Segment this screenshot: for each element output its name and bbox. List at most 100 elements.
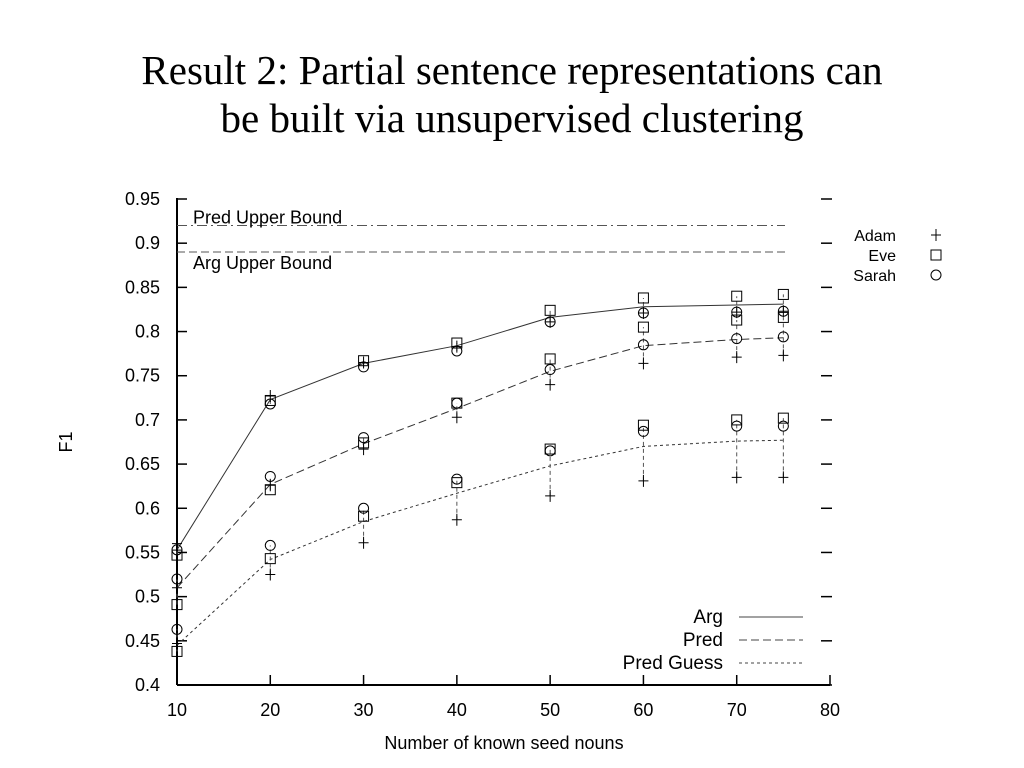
data-point-adam [545,489,556,502]
data-point-adam [778,349,789,362]
data-point-sarah [731,306,743,318]
y-tick-label: 0.8 [135,322,160,342]
x-tick-label: 60 [633,700,653,720]
legend-label: Pred [683,630,723,651]
data-point-adam [731,471,742,484]
data-point-eve [358,355,370,367]
data-point-adam [172,637,182,650]
data-point-eve [777,288,789,300]
data-point-eve [637,321,649,333]
y-tick-label: 0.6 [135,498,160,518]
data-point-eve [451,477,463,489]
data-point-sarah [264,398,276,410]
x-tick-label: 20 [260,700,280,720]
data-point-sarah [777,305,789,317]
data-point-eve [637,292,649,304]
data-point-sarah [777,420,789,432]
x-tick-label: 70 [727,700,747,720]
data-point-adam [451,340,462,353]
data-point-eve [544,304,556,316]
y-tick-label: 0.85 [125,277,160,297]
data-point-sarah [451,345,463,357]
legend-marker-circle [930,269,942,281]
legend-marker-plus [931,229,941,241]
data-point-eve [171,645,183,657]
data-point-adam [451,513,462,526]
data-point-sarah [637,425,649,437]
data-point-eve [637,419,649,431]
x-tick-label: 50 [540,700,560,720]
title-line-2: be built via unsupervised clustering [220,95,804,141]
x-tick-label: 40 [447,700,467,720]
data-point-sarah [544,445,556,457]
data-point-sarah [544,316,556,328]
y-axis-label: F1 [56,431,76,452]
data-point-sarah [637,339,649,351]
data-point-eve [264,484,276,496]
series-line-arg [176,303,784,551]
data-point-sarah [264,470,276,482]
data-point-adam [545,378,556,391]
data-point-adam [265,568,276,581]
data-point-eve [358,510,370,522]
data-point-eve [264,553,276,565]
data-point-adam [731,306,742,319]
data-point-eve [731,414,743,426]
data-point-adam [778,305,789,318]
data-point-sarah [171,573,183,585]
legend-marker-square [930,249,942,261]
y-tick-label: 0.7 [135,410,160,430]
data-point-sarah [731,333,743,345]
series-line-pred [176,337,784,589]
y-tick-label: 0.4 [135,675,160,695]
data-point-eve [731,314,743,326]
data-point-adam [265,390,276,403]
data-point-eve [451,337,463,349]
data-point-sarah [358,502,370,514]
data-point-adam [731,351,742,364]
reference-line-label: Pred Upper Bound [193,208,342,228]
data-point-adam [358,443,369,456]
data-point-sarah [451,473,463,485]
data-point-adam [638,306,649,319]
data-point-sarah [637,307,649,319]
x-tick-label: 10 [167,700,187,720]
x-axis-label: Number of known seed nouns [384,733,623,753]
data-point-eve [777,412,789,424]
y-tick-label: 0.65 [125,454,160,474]
data-point-sarah [451,397,463,409]
data-point-sarah [358,361,370,373]
data-point-sarah [777,331,789,343]
y-tick-label: 0.5 [135,587,160,607]
x-tick-label: 30 [354,700,374,720]
data-point-eve [171,549,183,561]
data-point-eve [171,599,183,611]
series-line-pred-guess [176,439,784,646]
legend-label: Arg [693,607,723,628]
data-point-sarah [544,364,556,376]
data-point-sarah [171,623,183,635]
data-point-adam [358,356,369,369]
legend-marker-label: Eve [868,248,896,265]
data-point-sarah [358,432,370,444]
slide-title: Result 2: Partial sentence representatio… [0,46,1024,142]
data-point-eve [358,437,370,449]
legend-marker-label: Sarah [853,268,896,285]
legend-label: Pred Guess [623,653,723,674]
y-tick-label: 0.55 [125,542,160,562]
data-point-adam [451,411,462,424]
reference-line-label: Arg Upper Bound [193,253,332,273]
data-point-eve [777,311,789,323]
y-tick-label: 0.9 [135,233,160,253]
y-tick-label: 0.75 [125,366,160,386]
y-tick-label: 0.45 [125,631,160,651]
data-point-sarah [731,420,743,432]
data-point-adam [172,537,182,550]
data-point-adam [545,315,556,328]
data-point-eve [731,290,743,302]
data-point-sarah [171,544,183,556]
data-point-adam [638,357,649,370]
data-point-eve [544,353,556,365]
data-point-eve [264,394,276,406]
